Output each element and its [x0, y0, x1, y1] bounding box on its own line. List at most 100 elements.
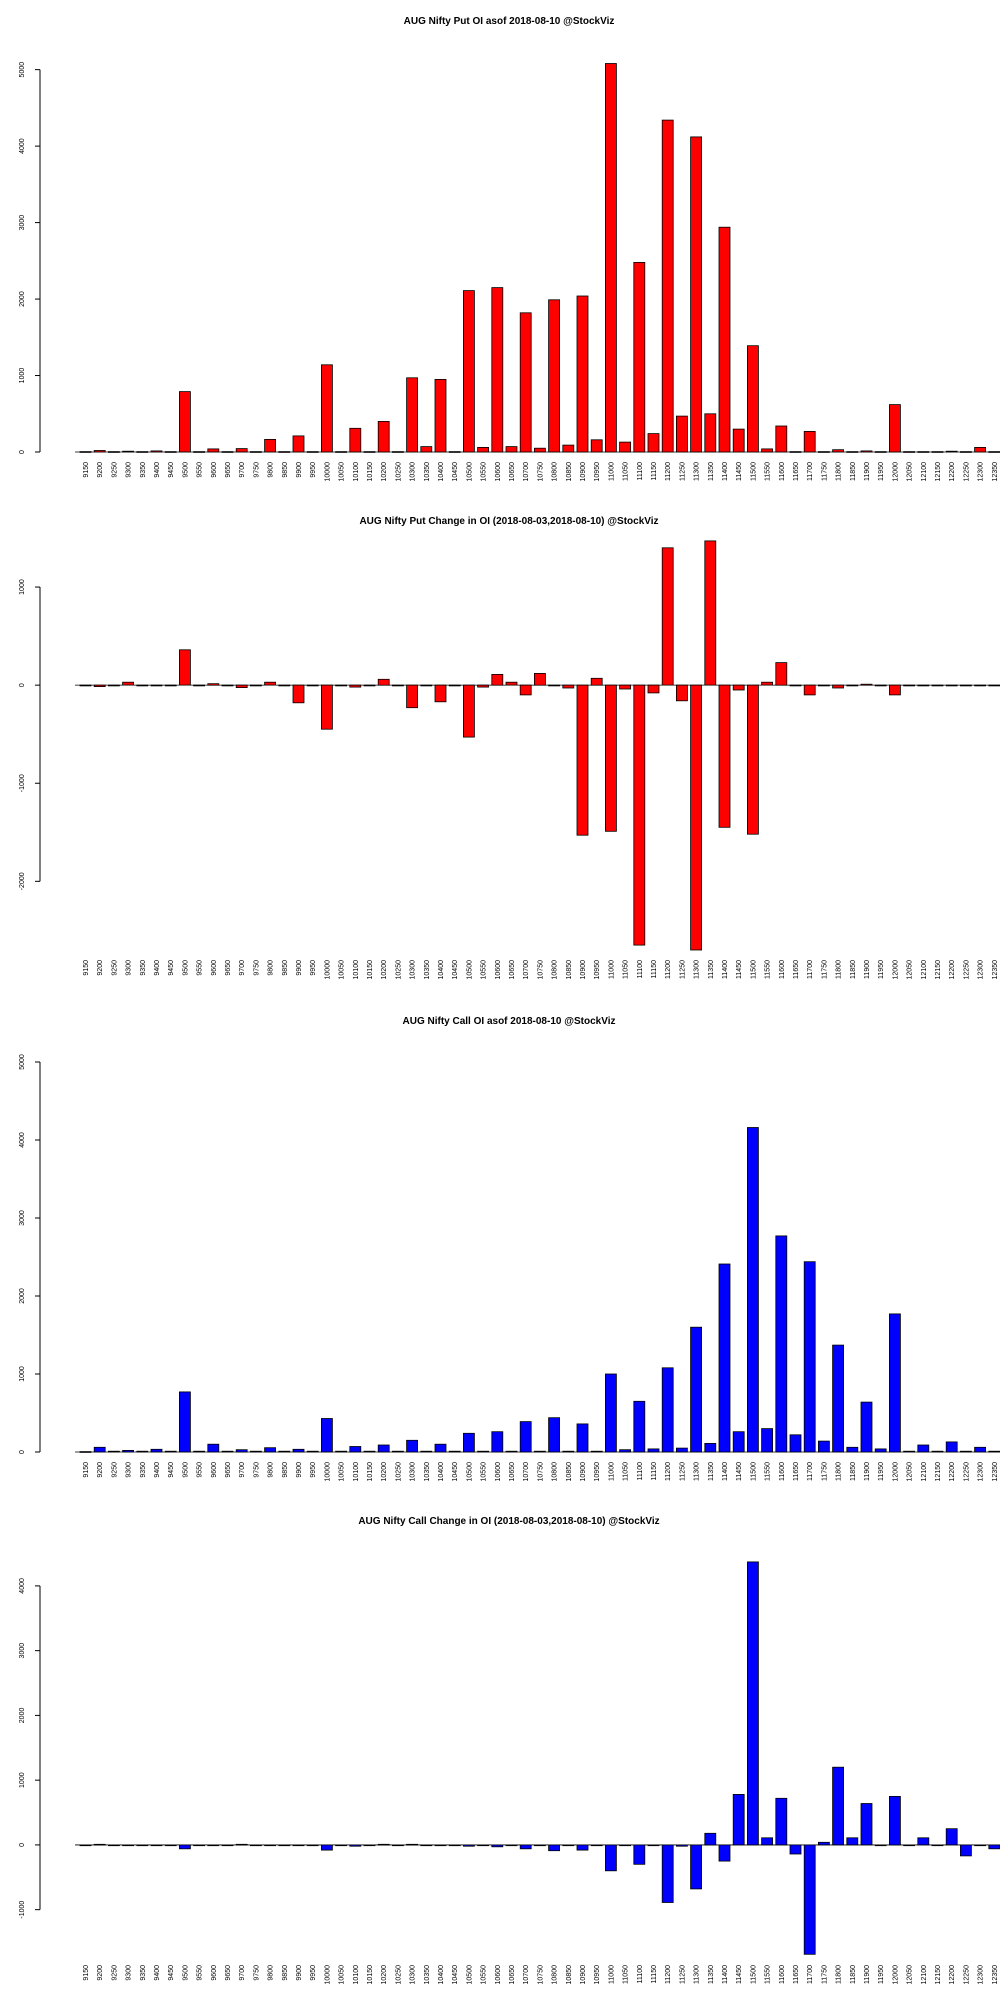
y-tick-label: -1000 [19, 774, 26, 792]
bar-9350 [136, 684, 149, 687]
x-tick-label: 11150 [651, 1965, 658, 1984]
bar-10150 [363, 1450, 376, 1453]
x-tick-label: 9150 [83, 960, 90, 976]
x-tick-label: 11100 [637, 1965, 644, 1984]
x-tick-label: 11950 [878, 1965, 885, 1984]
x-tick-label: 12050 [907, 960, 914, 980]
x-tick-label: 10700 [523, 462, 530, 482]
y-tick-label: 4000 [19, 1578, 26, 1594]
bar-12150 [931, 1450, 944, 1453]
bar-10000 [320, 364, 333, 453]
bar-10050 [335, 451, 348, 453]
x-tick-label: 11150 [651, 462, 658, 481]
bar-10900 [576, 1844, 589, 1851]
x-tick-label: 11250 [679, 1462, 686, 1481]
bar-10400 [434, 1443, 447, 1453]
x-tick-label: 9950 [310, 1462, 317, 1478]
x-tick-label: 11900 [864, 1462, 871, 1481]
bar-9150 [79, 1844, 92, 1847]
x-tick-label: 12100 [921, 960, 928, 980]
x-tick-label: 11800 [836, 1965, 843, 1984]
bar-11600 [775, 662, 788, 686]
bar-9950 [306, 1844, 319, 1847]
x-tick-label: 9650 [225, 960, 232, 976]
x-tick-label: 9200 [97, 462, 104, 478]
bar-10600 [491, 287, 504, 453]
bar-10350 [420, 1450, 433, 1453]
x-tick-label: 12250 [963, 1965, 970, 1985]
x-tick-label: 11200 [665, 1965, 672, 1984]
bar-11050 [619, 1844, 631, 1847]
x-tick-label: 10300 [410, 1462, 417, 1482]
x-tick-label: 11050 [623, 960, 630, 979]
x-tick-label: 11250 [679, 462, 686, 481]
bar-11650 [789, 684, 802, 687]
y-tick-label: -2000 [19, 872, 26, 890]
bar-12150 [931, 1844, 944, 1847]
bar-9400 [150, 684, 163, 687]
x-tick-label: 9250 [111, 462, 118, 478]
x-tick-label: 12350 [992, 1462, 999, 1482]
bar-9950 [306, 1450, 319, 1453]
bar-11000 [605, 684, 617, 832]
bar-10550 [477, 1450, 490, 1453]
bar-9550 [193, 684, 206, 687]
x-tick-label: 9950 [310, 960, 317, 976]
bar-10200 [377, 1444, 390, 1453]
x-tick-label: 9200 [97, 1462, 104, 1478]
bar-9300 [122, 681, 134, 686]
x-tick-label: 12100 [921, 1965, 928, 1985]
bar-10550 [477, 446, 490, 453]
x-tick-label: 11700 [807, 960, 814, 979]
x-tick-label: 10550 [481, 462, 488, 482]
x-tick-label: 9750 [253, 1965, 260, 1981]
x-tick-label: 9800 [268, 1462, 275, 1478]
bar-12250 [960, 451, 972, 453]
x-tick-label: 10000 [324, 1462, 331, 1482]
x-tick-label: 9700 [239, 960, 246, 976]
bar-11950 [874, 1844, 887, 1847]
y-tick-label: 2000 [19, 1288, 26, 1304]
chart-title: AUG Nifty Put OI asof 2018-08-10 @StockV… [404, 16, 615, 27]
bar-9900 [292, 435, 305, 453]
x-tick-label: 9500 [182, 462, 189, 478]
x-tick-label: 11950 [878, 1462, 885, 1481]
bar-12050 [903, 1450, 915, 1453]
x-tick-label: 10700 [523, 1965, 530, 1985]
bar-10500 [462, 684, 475, 738]
x-tick-label: 10550 [481, 1462, 488, 1482]
x-tick-label: 11200 [665, 960, 672, 979]
bar-10000 [320, 1418, 333, 1453]
x-tick-label: 9700 [239, 1965, 246, 1981]
x-tick-label: 9900 [296, 1965, 303, 1981]
x-tick-label: 11800 [836, 1462, 843, 1481]
bar-11200 [661, 1367, 674, 1453]
x-tick-label: 10200 [381, 1965, 388, 1985]
x-tick-label: 9800 [268, 1965, 275, 1981]
bar-11900 [860, 1803, 873, 1846]
x-tick-label: 12150 [935, 1965, 942, 1985]
bar-9700 [235, 1843, 248, 1846]
bar-10100 [349, 684, 362, 688]
bar-12100 [917, 1837, 930, 1846]
x-tick-label: 9550 [197, 960, 204, 976]
bar-9600 [207, 448, 220, 453]
x-tick-label: 10600 [495, 462, 502, 482]
bar-10100 [349, 427, 362, 453]
x-tick-label: 9250 [111, 1965, 118, 1981]
x-tick-label: 11750 [821, 1965, 828, 1984]
x-tick-label: 11450 [736, 462, 743, 481]
bar-11650 [789, 451, 802, 453]
y-tick-label: 3000 [19, 1210, 26, 1226]
x-tick-label: 10850 [566, 462, 573, 482]
bar-10500 [462, 290, 475, 453]
bar-11500 [747, 1561, 759, 1846]
bar-10300 [406, 1843, 419, 1846]
bar-11300 [690, 1844, 702, 1890]
bar-10550 [477, 684, 490, 688]
bar-9400 [150, 1844, 163, 1847]
bar-12050 [903, 451, 915, 453]
x-tick-label: 11400 [722, 1965, 729, 1984]
x-tick-label: 12150 [935, 960, 942, 980]
